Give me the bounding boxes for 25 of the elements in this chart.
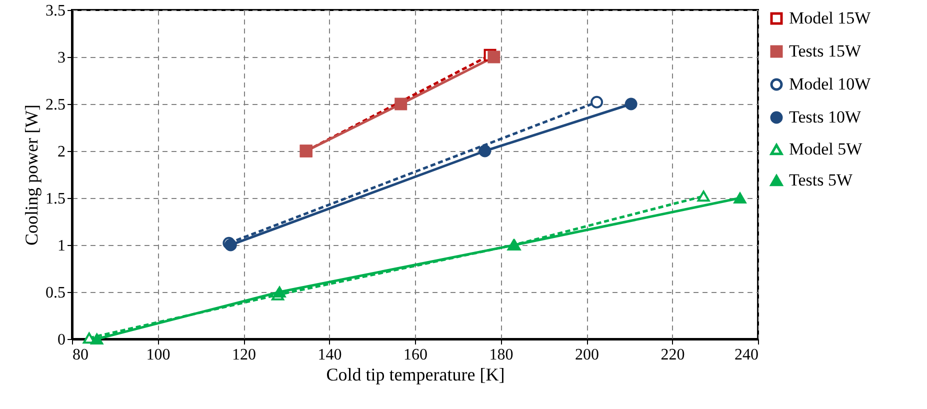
y-tick-label: 0 xyxy=(58,332,66,348)
legend-label: Tests 15W xyxy=(789,42,862,60)
y-tick-label: 1 xyxy=(58,238,66,254)
y-tick-label: 1.5 xyxy=(46,190,66,208)
y-tick-label: 2.5 xyxy=(46,96,66,114)
x-tick-label: 100 xyxy=(146,346,170,364)
x-axis-title: Cold tip temperature [K] xyxy=(326,364,505,384)
legend-label: Model 15W xyxy=(789,8,872,28)
x-tick-label: 80 xyxy=(72,346,88,364)
y-axis-title: Cooling power [W] xyxy=(22,104,42,246)
legend-label: Tests 5W xyxy=(789,170,854,190)
y-tick-label: 3.5 xyxy=(46,2,66,20)
x-tick-label: 220 xyxy=(660,346,685,364)
x-tick-label: 180 xyxy=(489,346,514,364)
x-tick-label: 140 xyxy=(318,346,342,364)
legend-label: Tests 10W xyxy=(789,108,862,126)
y-tick-label: 0.5 xyxy=(46,284,66,302)
y-tick-label: 2 xyxy=(58,144,66,160)
legend-label: Model 5W xyxy=(789,140,864,158)
x-tick-label: 200 xyxy=(575,346,599,364)
legend-label: Model 10W xyxy=(789,74,872,94)
x-tick-label: 160 xyxy=(404,346,428,364)
x-tick-label: 120 xyxy=(232,346,256,364)
y-tick-label: 3 xyxy=(58,50,66,66)
x-tick-label: 240 xyxy=(734,346,758,364)
